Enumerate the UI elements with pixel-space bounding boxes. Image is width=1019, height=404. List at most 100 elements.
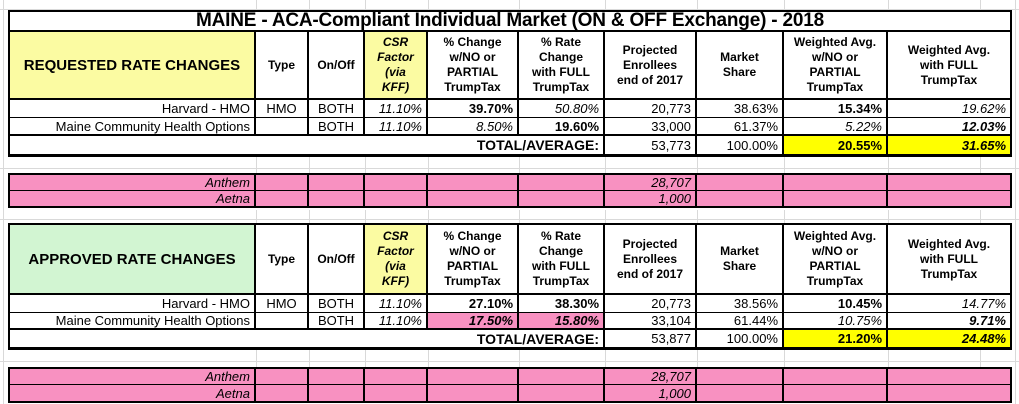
enrollees-cell: 20,773	[605, 295, 697, 312]
gridline	[309, 0, 310, 10]
carrier-name: Anthem	[10, 175, 256, 190]
col-header-onoff: On/Off	[309, 225, 365, 293]
carrier-name: Anthem	[10, 369, 256, 384]
wavg-no-cell	[784, 385, 888, 401]
gridline	[365, 210, 366, 223]
gridline	[697, 210, 698, 223]
onoff-cell: BOTH	[309, 100, 365, 117]
gridline	[519, 157, 520, 173]
csr-cell: 11.10%	[365, 118, 428, 134]
gridline	[605, 0, 606, 10]
gridline	[697, 0, 698, 10]
market-share-cell: 38.56%	[697, 295, 784, 312]
wavg-full-cell: 14.77%	[961, 296, 1006, 311]
requested-section-label: REQUESTED RATE CHANGES	[10, 32, 256, 98]
other-carriers-block: Anthem 28,707 Aetna 1,000	[8, 367, 1012, 403]
enrollees-cell: 28,707	[605, 369, 697, 384]
gridline	[697, 350, 698, 367]
gridline	[605, 350, 606, 367]
pct-rate-cell	[519, 385, 605, 401]
enrollees-cell: 1,000	[605, 191, 697, 206]
pct-rate-cell	[519, 175, 605, 190]
gridline	[256, 0, 257, 10]
market-share-cell: 38.63%	[697, 100, 784, 117]
enrollees-cell: 28,707	[605, 175, 697, 190]
gridline	[0, 219, 1019, 220]
table-row: Maine Community Health Options BOTH 11.1…	[10, 118, 1010, 136]
wavg-full-cell	[888, 175, 1010, 190]
market-share-cell: 61.44%	[697, 313, 784, 328]
pct-change-cell	[428, 175, 519, 190]
total-row: TOTAL/AVERAGE: 53,773 100.00% 20.55% 31.…	[10, 136, 1010, 154]
table-row: Anthem 28,707	[10, 175, 1010, 191]
gridline	[605, 157, 606, 173]
onoff-cell	[309, 175, 365, 190]
gridline	[365, 157, 366, 173]
col-header-pct-rate-full: % Rate Change with FULL TrumpTax	[519, 225, 605, 293]
gridline	[980, 350, 981, 367]
total-wavg-no-cell: 20.55%	[784, 136, 888, 154]
total-share-cell: 100.00%	[697, 136, 784, 154]
enrollees-cell: 33,104	[605, 313, 697, 328]
market-share-cell	[697, 385, 784, 401]
wavg-full-cell: 19.62%	[961, 101, 1006, 116]
page-title: MAINE - ACA-Compliant Individual Market …	[196, 12, 824, 30]
pct-change-cell: 8.50%	[428, 118, 519, 134]
carrier-name: Aetna	[10, 385, 256, 401]
gridline	[0, 168, 1019, 169]
market-share-cell: 61.37%	[697, 118, 784, 134]
total-enrollees-cell: 53,773	[605, 136, 697, 154]
approved-section-label: APPROVED RATE CHANGES	[10, 225, 256, 293]
other-carriers-block: Anthem 28,707 Aetna 1,000	[8, 173, 1012, 208]
col-header-projected-enrollees: Projected Enrollees end of 2017	[605, 32, 697, 98]
csr-cell	[365, 369, 428, 384]
pct-rate-cell: 19.60%	[519, 118, 605, 134]
approved-data-rows: Harvard - HMO HMO BOTH 11.10% 27.10% 38.…	[8, 295, 1012, 350]
gridline	[428, 0, 429, 10]
gridline	[256, 350, 257, 367]
gridline	[605, 210, 606, 223]
table-row: Aetna 1,000	[10, 191, 1010, 206]
csr-cell: 11.10%	[365, 100, 428, 117]
gridline	[888, 350, 889, 367]
gridline	[519, 350, 520, 367]
type-cell	[256, 191, 309, 206]
pct-rate-cell	[519, 369, 605, 384]
total-wavg-full-cell: 24.48%	[888, 330, 1010, 347]
carrier-name: Maine Community Health Options	[10, 313, 256, 328]
csr-cell: 11.10%	[365, 313, 428, 328]
pct-change-cell	[428, 385, 519, 401]
enrollees-cell: 20,773	[605, 100, 697, 117]
gridline	[980, 210, 981, 223]
pct-change-cell: 17.50%	[428, 313, 519, 328]
approved-header-row: APPROVED RATE CHANGES Type On/Off CSR Fa…	[8, 223, 1012, 295]
pct-change-cell	[428, 191, 519, 206]
gridline	[888, 0, 889, 10]
carrier-name: Aetna	[10, 191, 256, 206]
gridline	[428, 350, 429, 367]
table-row: Anthem 28,707	[10, 369, 1010, 385]
pct-rate-cell: 38.30%	[519, 295, 605, 312]
gridline	[980, 0, 981, 10]
onoff-cell: BOTH	[309, 313, 365, 328]
wavg-no-cell: 10.45%	[784, 295, 888, 312]
gridline	[365, 350, 366, 367]
type-cell	[256, 118, 309, 134]
csr-cell: 11.10%	[365, 295, 428, 312]
onoff-cell	[309, 385, 365, 401]
col-header-wavg-no-partial: Weighted Avg. w/NO or PARTIAL TrumpTax	[784, 32, 888, 98]
carrier-name: Maine Community Health Options	[10, 118, 256, 134]
col-header-wavg-no-partial: Weighted Avg. w/NO or PARTIAL TrumpTax	[784, 225, 888, 293]
gridline	[309, 210, 310, 223]
gridline	[519, 210, 520, 223]
pct-rate-cell	[519, 191, 605, 206]
gridline	[1015, 0, 1016, 404]
onoff-cell: BOTH	[309, 295, 365, 312]
pct-change-cell: 39.70%	[428, 100, 519, 117]
csr-cell	[365, 191, 428, 206]
gridline	[784, 157, 785, 173]
onoff-cell: BOTH	[309, 118, 365, 134]
table-row: Harvard - HMO HMO BOTH 11.10% 27.10% 38.…	[10, 295, 1010, 313]
pct-change-cell	[428, 369, 519, 384]
